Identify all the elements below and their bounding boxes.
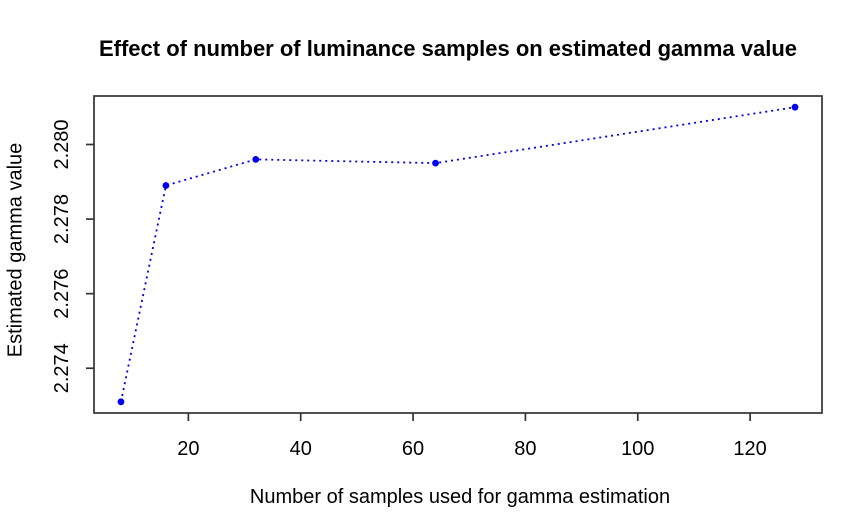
x-tick-label: 40 [290, 438, 312, 460]
data-point [117, 398, 125, 406]
x-tick-label: 60 [402, 438, 424, 460]
data-point [432, 159, 439, 167]
x-tick-label: 20 [177, 438, 199, 460]
plot-box [93, 95, 823, 414]
y-tick-label: 2.276 [51, 269, 73, 319]
y-tick-label: 2.274 [51, 343, 73, 393]
x-tick-label: 80 [514, 438, 536, 460]
series-line [120, 106, 796, 402]
x-tick-label: 100 [621, 438, 654, 460]
y-tick-label: 2.278 [51, 194, 73, 244]
x-axis-label: Number of samples used for gamma estimat… [249, 486, 671, 508]
chart-title: Effect of number of luminance samples on… [98, 36, 798, 61]
y-axis-label: Estimated gamma value [4, 142, 27, 358]
x-tick-label: 120 [733, 438, 766, 460]
data-point [252, 156, 260, 163]
data-point [791, 103, 799, 111]
y-tick-label: 2.280 [51, 119, 73, 169]
data-point [162, 182, 170, 189]
